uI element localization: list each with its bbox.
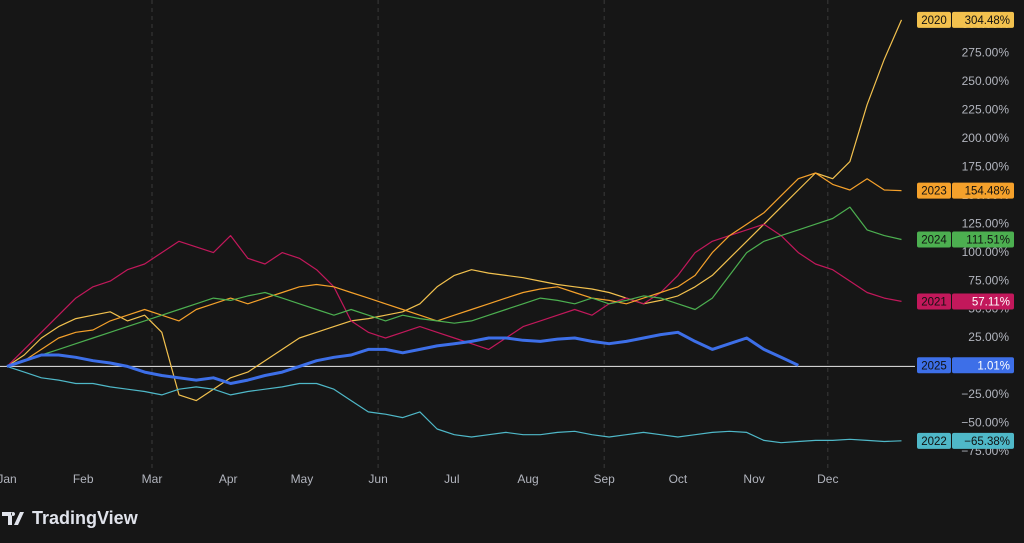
- last-value-label: 304.48%: [965, 15, 1010, 27]
- x-tick-label: Aug: [517, 472, 538, 486]
- logo: TradingView: [2, 508, 139, 528]
- y-tick-label: 225.00%: [962, 103, 1010, 117]
- plot: [6, 19, 903, 444]
- badge-value-box: [952, 11, 1014, 28]
- legend-name: 2021: [921, 296, 947, 308]
- series-line: [6, 223, 902, 367]
- series-line: [6, 365, 902, 444]
- x-tick-label: Jan: [0, 472, 17, 486]
- badge-name-box: [917, 357, 951, 374]
- x-tick-label: Jun: [368, 472, 387, 486]
- logo-icon: [2, 512, 24, 525]
- badge-name-box: [917, 231, 951, 248]
- grid: [0, 0, 915, 470]
- y-tick-label: 100.00%: [962, 245, 1010, 259]
- last-value-label: −65.38%: [964, 436, 1010, 448]
- last-value-label: 154.48%: [965, 186, 1010, 198]
- x-tick-label: Oct: [669, 472, 688, 486]
- y-tick-label: 275.00%: [962, 46, 1010, 60]
- logo-text: TradingView: [32, 508, 139, 528]
- x-tick-label: Sep: [594, 472, 616, 486]
- y-tick-label: 125.00%: [962, 216, 1010, 230]
- x-tick-label: Feb: [73, 472, 94, 486]
- y-tick-label: −25.00%: [961, 387, 1009, 401]
- x-tick-label: Apr: [219, 472, 238, 486]
- badge-value-box: [952, 231, 1014, 248]
- last-value-label: 111.51%: [966, 235, 1010, 247]
- badge-name-box: [917, 432, 951, 449]
- legend-name: 2024: [921, 235, 947, 247]
- y-tick-label: 200.00%: [962, 131, 1010, 145]
- badges: 2020 304.48% 2021 57.11% 2022 −65.38% 2023 154.…: [917, 11, 1014, 449]
- x-tick-label: Dec: [817, 472, 838, 486]
- y-tick-label: 175.00%: [962, 159, 1010, 173]
- x-tick-label: May: [291, 472, 314, 486]
- series-line: [6, 206, 902, 367]
- y-tick-label: 75.00%: [968, 273, 1009, 287]
- legend-name: 2022: [921, 436, 947, 448]
- x-tick-label: Nov: [743, 472, 764, 486]
- x-tick-label: Mar: [142, 472, 163, 486]
- x-tick-label: Jul: [444, 472, 459, 486]
- legend-name: 2020: [921, 15, 947, 27]
- badge-value-box: [952, 357, 1014, 374]
- legend-name: 2025: [921, 360, 947, 372]
- badge-name-box: [917, 293, 951, 310]
- series-line: [6, 172, 902, 367]
- badge-value-box: [952, 293, 1014, 310]
- badge-name-box: [917, 182, 951, 199]
- badge-value-box: [952, 182, 1014, 199]
- y-tick-label: 250.00%: [962, 74, 1010, 88]
- legend-name: 2023: [921, 186, 947, 198]
- last-value-label: 1.01%: [977, 360, 1010, 372]
- badge-name-box: [917, 11, 951, 28]
- y-tick-label: −50.00%: [961, 415, 1009, 429]
- series-line: [6, 330, 799, 385]
- y-tick-label: 25.00%: [968, 330, 1009, 344]
- series-line: [6, 19, 903, 402]
- last-value-label: 57.11%: [972, 296, 1010, 308]
- badge-value-box: [952, 432, 1014, 449]
